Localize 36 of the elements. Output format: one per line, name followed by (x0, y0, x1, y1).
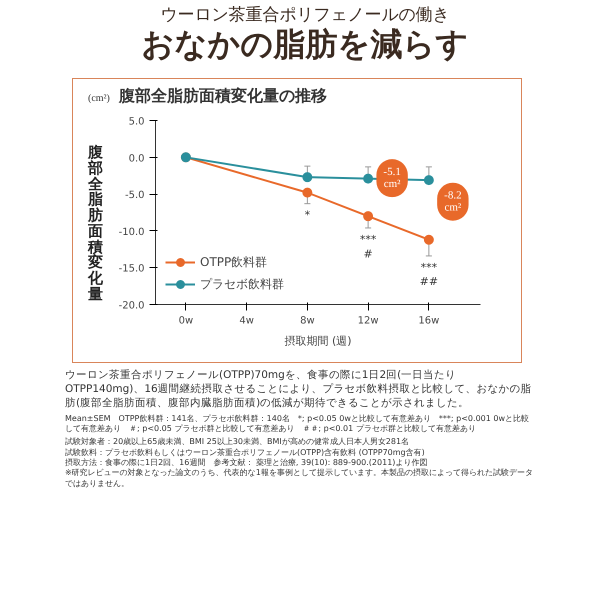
annotation: -8.2 cm² (444, 190, 462, 214)
annotation: *** # (360, 232, 377, 260)
annotation: * (304, 208, 311, 222)
text: 試験飲料：プラセボ飲料もしくはウーロン茶重合ポリフェノール(OTPP)含有飲料 (OTPP70mg含有) (65, 448, 425, 457)
legend-label: OTPP飲料群 (200, 254, 268, 270)
x-tick-label: 16w (418, 316, 440, 326)
text: ウーロン茶重合ポリフェノールの働き (160, 5, 450, 26)
text: (cm²) (88, 93, 110, 104)
point (424, 234, 434, 245)
annotation: -5.1 cm² (383, 166, 402, 190)
x-axis-title: 摂取期間 (週) (284, 334, 352, 348)
legend-label: プラセボ飲料群 (200, 276, 284, 292)
y-tick-label: -15.0 (118, 264, 144, 275)
point (424, 175, 434, 186)
point (363, 174, 374, 184)
text: 試験対象者：20歳以上65歳未満、BMI 25以上30未満、BMIが高めの健常成人日本人男女281名 (65, 437, 410, 446)
point (302, 172, 312, 182)
x-tick-label: 12w (358, 316, 379, 326)
chart-title: 腹部全脂肪面積変化量の推移 (118, 88, 327, 105)
y-tick-label: 5.0 (128, 116, 145, 128)
y-tick-label: -10.0 (118, 226, 144, 238)
x-tick-label: 8w (300, 316, 315, 326)
text: おなかの脂肪を減らす (140, 25, 470, 64)
text: Mean±SEM OTPP飲料群：141名、プラセボ飲料群：140名 *; p<0.05 0wと比較して有意差あり ***; p<0.001 0wと比較して有意差あり ＃; p<0.05 プラセボ群と比較して有意差あり ＃＃; p<0.01 プラセボ群と比較して有意差あり (65, 414, 530, 434)
text: ウーロン茶重合ポリフェノール(OTPP)70mgを、食事の際に1日2回(一日当たりOTPP140mg)、16週間継続摂取させることにより、プラセボ飲料摂取と比較して、おなかの脂肪(腹部全脂肪面積、腹部内臓脂肪面積)の低減が期待できることが示されました。 (65, 368, 533, 411)
y-tick-label: -5.0 (124, 190, 145, 202)
point (302, 188, 312, 198)
text: ※研究レビューの対象となった論文のうち、代表的な1報を事例として提示しています。本製品の摂取によって得られた試験データではありません。 (65, 468, 533, 488)
text: 摂取方法：食事の際に1日2回、16週間 参考文献： 薬理と治療, 39(10): 889-900.(2011)より作図 (65, 458, 428, 468)
text: 腹部全脂肪面積変化量 (88, 144, 103, 303)
x-tick-label: 4w (239, 316, 254, 326)
point (363, 211, 374, 222)
y-tick-label: -20.0 (118, 300, 144, 312)
annotation: *** ## (420, 260, 438, 288)
x-tick-label: 0w (178, 316, 194, 326)
y-tick-label: 0.0 (128, 153, 145, 164)
